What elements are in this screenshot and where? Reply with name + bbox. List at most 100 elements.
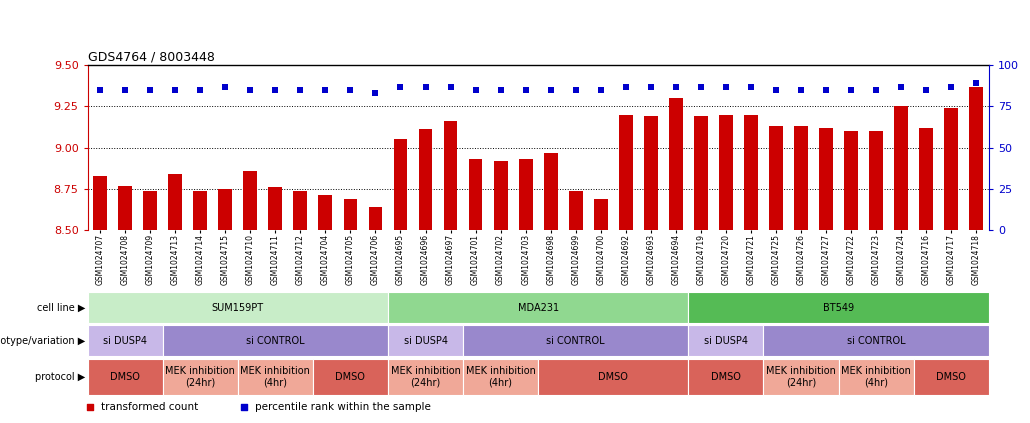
Text: MEK inhibition
(4hr): MEK inhibition (4hr) — [466, 366, 536, 388]
Text: DMSO: DMSO — [598, 372, 628, 382]
Bar — [388, 325, 464, 357]
Bar — [838, 359, 914, 395]
Bar — [644, 116, 658, 230]
Text: DMSO: DMSO — [110, 372, 140, 382]
Point — [82, 404, 99, 411]
Point — [167, 87, 183, 93]
Text: si DUSP4: si DUSP4 — [703, 336, 748, 346]
Text: SUM159PT: SUM159PT — [212, 303, 264, 313]
Point — [417, 83, 434, 90]
Text: MEK inhibition
(24hr): MEK inhibition (24hr) — [390, 366, 460, 388]
Point — [618, 83, 634, 90]
Point — [142, 87, 159, 93]
Bar — [945, 108, 958, 230]
Text: BT549: BT549 — [823, 303, 854, 313]
Text: si CONTROL: si CONTROL — [546, 336, 605, 346]
Text: MDA231: MDA231 — [518, 303, 558, 313]
Bar — [719, 115, 732, 230]
Point — [492, 87, 509, 93]
Point — [943, 83, 960, 90]
Point — [442, 83, 458, 90]
Point — [968, 80, 985, 87]
Text: cell line ▶: cell line ▶ — [37, 303, 85, 313]
Bar — [668, 98, 683, 230]
Point — [543, 87, 559, 93]
Bar — [688, 359, 763, 395]
Bar — [688, 292, 989, 324]
Bar — [88, 359, 163, 395]
Point — [317, 87, 334, 93]
Point — [743, 83, 759, 90]
Bar — [869, 131, 883, 230]
Bar — [594, 199, 608, 230]
Bar — [914, 359, 989, 395]
Bar — [819, 128, 833, 230]
Text: si CONTROL: si CONTROL — [246, 336, 305, 346]
Bar — [544, 153, 557, 230]
Bar — [313, 359, 388, 395]
Bar — [88, 292, 388, 324]
Point — [818, 87, 834, 93]
Point — [368, 90, 384, 96]
Point — [692, 83, 709, 90]
Point — [843, 87, 859, 93]
Text: transformed count: transformed count — [101, 402, 199, 412]
Point — [236, 404, 252, 411]
Bar — [93, 176, 107, 230]
Text: DMSO: DMSO — [936, 372, 966, 382]
Point — [242, 87, 259, 93]
Point — [893, 83, 909, 90]
Text: GDS4764 / 8003448: GDS4764 / 8003448 — [88, 51, 214, 64]
Bar — [688, 325, 763, 357]
Bar — [969, 87, 984, 230]
Bar — [538, 359, 688, 395]
Bar — [763, 359, 838, 395]
Point — [643, 83, 659, 90]
Text: MEK inhibition
(24hr): MEK inhibition (24hr) — [766, 366, 836, 388]
Text: MEK inhibition
(4hr): MEK inhibition (4hr) — [842, 366, 912, 388]
Point — [793, 87, 810, 93]
Bar — [763, 325, 989, 357]
Bar — [444, 121, 457, 230]
Bar — [294, 190, 307, 230]
Text: MEK inhibition
(24hr): MEK inhibition (24hr) — [165, 366, 235, 388]
Point — [342, 87, 358, 93]
Point — [217, 83, 234, 90]
Text: genotype/variation ▶: genotype/variation ▶ — [0, 336, 85, 346]
Point — [517, 87, 534, 93]
Bar — [194, 190, 207, 230]
Text: protocol ▶: protocol ▶ — [35, 372, 85, 382]
Bar — [464, 359, 538, 395]
Point — [868, 87, 885, 93]
Point — [92, 87, 108, 93]
Bar — [393, 139, 408, 230]
Bar — [569, 190, 583, 230]
Bar — [168, 174, 182, 230]
Point — [918, 87, 934, 93]
Bar — [894, 107, 908, 230]
Text: si DUSP4: si DUSP4 — [103, 336, 147, 346]
Bar — [469, 159, 482, 230]
Bar — [318, 195, 333, 230]
Text: DMSO: DMSO — [711, 372, 741, 382]
Bar — [418, 129, 433, 230]
Text: MEK inhibition
(4hr): MEK inhibition (4hr) — [240, 366, 310, 388]
Point — [667, 83, 684, 90]
Text: percentile rank within the sample: percentile rank within the sample — [255, 402, 432, 412]
Bar — [519, 159, 533, 230]
Bar — [920, 128, 933, 230]
Bar — [388, 359, 464, 395]
Bar — [88, 325, 163, 357]
Bar — [464, 325, 688, 357]
Bar — [369, 207, 382, 230]
Point — [718, 83, 734, 90]
Bar — [143, 190, 157, 230]
Bar — [118, 186, 132, 230]
Bar — [163, 325, 388, 357]
Bar — [243, 171, 258, 230]
Bar — [794, 126, 808, 230]
Bar — [493, 161, 508, 230]
Point — [392, 83, 409, 90]
Point — [568, 87, 584, 93]
Text: si CONTROL: si CONTROL — [847, 336, 905, 346]
